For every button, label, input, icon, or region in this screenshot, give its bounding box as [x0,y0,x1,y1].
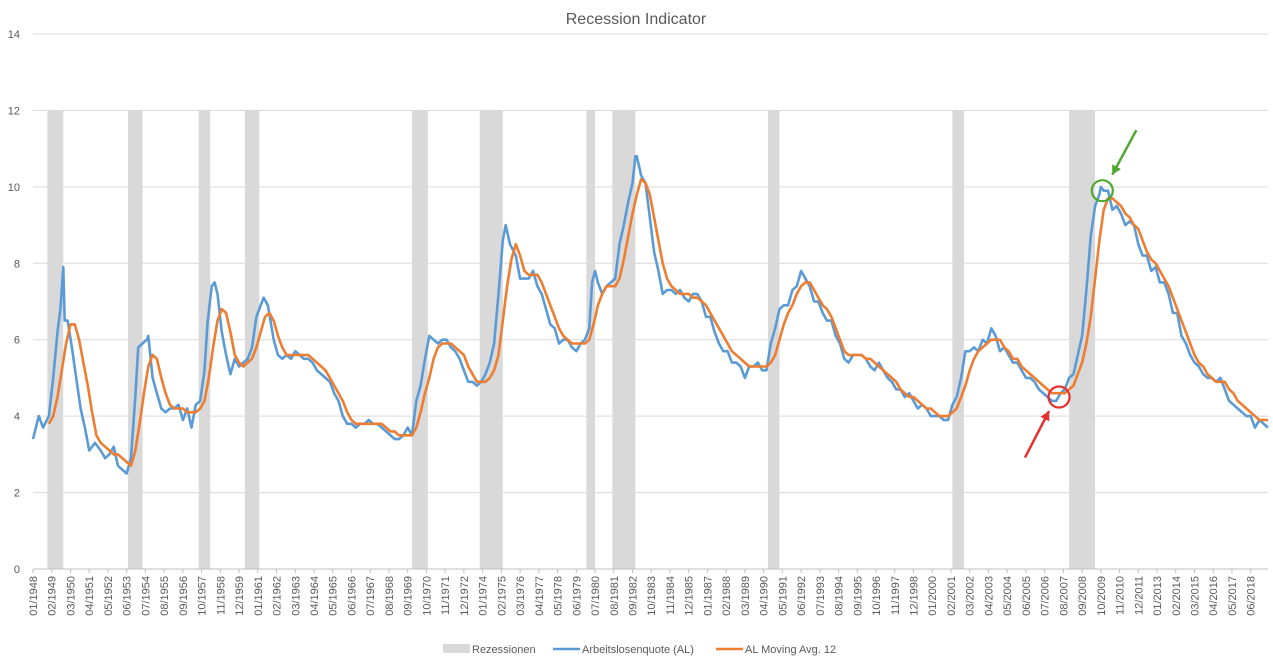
y-tick-label: 2 [14,488,20,500]
x-tick-label: 02/2001 [946,576,958,616]
legend-label: Arbeitslosenquote (AL) [582,644,694,656]
x-tick-label: 09/1995 [852,576,864,616]
y-tick-label: 14 [8,29,20,41]
x-tick-label: 10/1983 [646,576,658,616]
x-tick-label: 03/2002 [965,576,977,616]
x-tick-label: 12/1972 [459,576,471,616]
x-tick-label: 03/1989 [740,576,752,616]
x-tick-label: 07/1967 [365,576,377,616]
x-tick-label: 10/1957 [197,576,209,616]
x-tick-label: 03/1963 [290,576,302,616]
x-tick-label: 08/1968 [384,576,396,616]
series-line-moving-average [47,177,1268,468]
x-tick-label: 09/1982 [627,576,639,616]
x-tick-label: 11/1984 [665,576,677,615]
x-tick-label: 04/2016 [1208,576,1220,616]
legend-label: AL Moving Avg. 12 [745,644,836,656]
x-tick-label: 09/1969 [403,576,415,616]
series-lines [31,155,1269,475]
x-tick-label: 10/1996 [871,576,883,616]
x-tick-label: 02/1962 [272,576,284,616]
legend: Rezessionen Arbeitslosenquote (AL) AL Movi… [443,644,836,656]
x-tick-label: 06/2005 [1021,576,1033,616]
green-arrowhead [1112,164,1121,175]
x-tick-label: 06/1979 [571,576,583,616]
x-tick-label: 11/1958 [215,576,227,615]
x-tick-label: 02/2014 [1171,576,1183,616]
y-tick-label: 4 [14,411,20,423]
x-tick-label: 09/2008 [1077,576,1089,616]
x-tick-label: 08/2007 [1058,576,1070,616]
x-tick-label: 11/2010 [1115,576,1127,615]
x-tick-label: 04/1951 [84,576,96,616]
x-tick-label: 01/1987 [702,576,714,616]
x-tick-label: 08/1955 [159,576,171,616]
x-tick-label: 01/1948 [28,576,40,616]
x-tick-label: 04/2003 [983,576,995,616]
red-highlight-circle [1047,385,1071,409]
x-tick-label: 09/1956 [178,576,190,616]
x-tick-label: 12/2011 [1133,576,1145,615]
x-tick-label: 11/1971 [440,576,452,615]
legend-label: Rezessionen [472,644,536,656]
legend-swatch-recessions [443,644,470,653]
x-tick-label: 12/1985 [684,576,696,616]
red-arrowhead [1040,411,1050,422]
y-tick-label: 0 [14,564,20,576]
x-tick-label: 05/2004 [1002,576,1014,616]
x-tick-label: 01/1961 [253,576,265,616]
x-tick-label: 06/2018 [1246,576,1258,616]
x-tick-label: 04/1964 [309,576,321,616]
x-tick-label: 03/1976 [515,576,527,616]
x-tick-label: 07/1993 [815,576,827,616]
x-tick-label: 08/1981 [609,576,621,616]
x-tick-label: 10/2009 [1096,576,1108,616]
chart-title: Recession Indicator [566,11,707,28]
x-tick-label: 01/1974 [478,576,490,616]
x-tick-label: 10/1970 [421,576,433,616]
x-tick-label: 12/1959 [234,576,246,616]
x-tick-label: 02/1988 [721,576,733,616]
x-tick-label: 07/1954 [140,576,152,616]
y-tick-label: 6 [14,335,20,347]
y-tick-label: 8 [14,258,20,270]
series-line-unemployment-rate [31,155,1269,475]
x-tick-label: 05/1991 [777,576,789,616]
gridlines [33,33,1268,570]
x-tick-label: 03/2015 [1190,576,1202,616]
x-tick-label: 05/1965 [328,576,340,616]
x-tick-label: 07/1980 [590,576,602,616]
x-tick-label: 02/1975 [496,576,508,616]
x-tick-label: 11/1997 [890,576,902,615]
y-tick-label: 10 [8,182,20,194]
x-tick-label: 06/1966 [346,576,358,616]
y-axis-ticks: 0 2 4 6 8 10 12 14 [8,29,20,576]
x-tick-label: 04/1990 [759,576,771,616]
green-highlight-circle [1090,179,1114,203]
x-tick-label: 06/1992 [796,576,808,616]
x-tick-label: 07/2006 [1040,576,1052,616]
annotations [1023,129,1138,459]
x-tick-label: 05/1952 [103,576,115,616]
y-tick-label: 12 [8,105,20,117]
x-tick-label: 04/1977 [534,576,546,616]
x-tick-label: 08/1994 [834,576,846,616]
x-tick-label: 01/2000 [927,576,939,616]
x-axis-ticks: 01/1948 02/1949 03/1950 04/1951 05/1952 06/19… [28,569,1258,616]
x-tick-label: 05/2017 [1227,576,1239,616]
x-tick-label: 02/1949 [47,576,59,616]
x-tick-label: 05/1978 [553,576,565,616]
x-tick-label: 03/1950 [65,576,77,616]
x-tick-label: 12/1998 [908,576,920,616]
x-tick-label: 01/2013 [1152,576,1164,616]
x-tick-label: 06/1953 [122,576,134,616]
